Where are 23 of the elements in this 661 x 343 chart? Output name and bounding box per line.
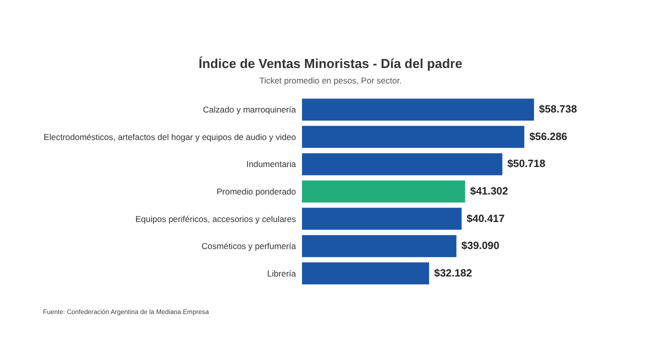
chart-subtitle: Ticket promedio en pesos. Por sector. [259,76,402,86]
chart-title: Índice de Ventas Minoristas - Día del padre [198,56,462,71]
y-tick-label: Electrodomésticos, artefactos del hogar y equipos de audio y video [44,132,296,142]
y-tick-label: Indumentaria [246,159,296,170]
data-label: $41.302 [470,186,508,198]
bar [302,126,524,148]
data-label: $39.090 [461,240,500,252]
bar [302,153,502,176]
bar [302,180,466,202]
y-tick-label: Cosméticos y perfumería [202,241,296,252]
data-label: $58.738 [539,104,578,116]
bar [302,235,456,258]
data-label: $56.286 [529,130,568,143]
y-tick-label: Calzado y marroquinería [202,104,296,115]
data-label: $40.417 [466,212,505,225]
data-label: $50.718 [507,158,546,170]
bar [302,98,534,121]
data-label: $32.182 [434,267,472,280]
bar [302,262,430,284]
bar [302,208,462,230]
y-tick-label: Promedio ponderado [216,186,296,196]
y-tick-label: Librería [267,268,296,278]
y-tick-label: Equipos periféricos, accesorios y celulares [135,214,296,224]
